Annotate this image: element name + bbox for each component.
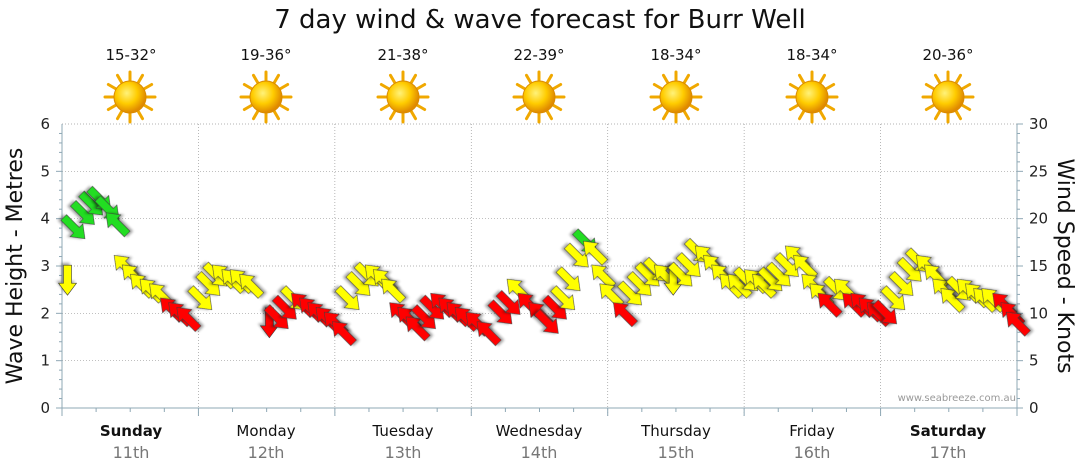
day-date: 15th	[658, 443, 695, 462]
temperature-range: 18-34°	[786, 46, 837, 64]
sun-icon	[785, 70, 839, 124]
day-forecast-4: 22-39°	[512, 46, 566, 124]
day-name: Friday	[789, 422, 835, 440]
temperature-range: 19-36°	[240, 46, 291, 64]
chart-title: 7 day wind & wave forecast for Burr Well	[274, 5, 806, 35]
axes	[56, 123, 1023, 416]
sun-icon	[649, 70, 703, 124]
day-forecast-2: 19-36°	[239, 46, 293, 124]
left-tick-label: 1	[40, 352, 50, 370]
wind-arrow	[60, 214, 86, 240]
sun-icon	[921, 70, 975, 124]
wind-arrow	[495, 290, 521, 315]
right-tick-label: 0	[1029, 399, 1039, 417]
sun-icon	[376, 70, 430, 124]
wind-arrow	[550, 285, 576, 311]
left-axis-title: Wave Height - Metres	[3, 148, 28, 385]
day-name: Monday	[236, 422, 295, 440]
wind-arrow	[888, 271, 914, 296]
right-tick-label: 10	[1029, 304, 1048, 322]
wind-arrow	[334, 285, 360, 311]
wind-arrow	[872, 299, 897, 325]
wind-arrow	[583, 240, 608, 266]
left-tick-label: 0	[40, 399, 50, 417]
right-axis-ticks: 0 5 10 15 20 25 30	[1029, 115, 1048, 417]
wind-arrows	[57, 185, 1031, 347]
wind-arrow	[176, 307, 202, 332]
wind-arrow	[880, 285, 906, 311]
left-tick-label: 4	[40, 210, 50, 228]
day-forecast-6: 18-34°	[785, 46, 839, 124]
wind-arrow	[817, 292, 843, 318]
temperature-range: 20-36°	[922, 46, 973, 64]
right-tick-label: 15	[1029, 257, 1048, 275]
wind-arrow	[187, 285, 213, 311]
left-tick-label: 2	[40, 304, 50, 322]
day-date: 11th	[113, 443, 150, 462]
sun-icon	[512, 70, 566, 124]
wind-arrow	[105, 212, 131, 238]
temperature-range: 15-32°	[105, 46, 156, 64]
plot-area: 0 1 2 3 4 5 6 0 5 10 15 20 25 30	[40, 115, 1048, 417]
day-date: 13th	[385, 443, 422, 462]
watermark: www.seabreeze.com.au	[898, 393, 1016, 404]
wind-arrow	[381, 278, 407, 304]
wind-arrow	[57, 264, 78, 296]
day-name: Saturday	[910, 422, 987, 440]
right-tick-label: 20	[1029, 210, 1048, 228]
sun-icon	[239, 70, 293, 124]
forecast-header: 15-32° 19-36° 21-38° 22-39° 18-34° 18-34…	[103, 46, 975, 124]
sun-icon	[103, 70, 157, 124]
wind-arrow	[533, 308, 559, 334]
wind-arrow	[555, 266, 581, 292]
temperature-range: 22-39°	[513, 46, 564, 64]
day-date: 12th	[248, 443, 285, 462]
wind-arrow	[1006, 311, 1031, 337]
day-forecast-3: 21-38°	[376, 46, 430, 124]
wind-arrow	[476, 321, 502, 347]
day-name: Wednesday	[496, 422, 583, 440]
left-tick-label: 5	[40, 162, 50, 180]
left-axis-ticks: 0 1 2 3 4 5 6	[40, 115, 50, 417]
left-tick-label: 3	[40, 257, 50, 275]
temperature-range: 21-38°	[377, 46, 428, 64]
day-labels: Sunday 11th Monday 12th Tuesday 13th Wed…	[100, 422, 987, 462]
temperature-range: 18-34°	[650, 46, 701, 64]
day-name: Sunday	[100, 422, 163, 440]
day-forecast-5: 18-34°	[649, 46, 703, 124]
day-date: 16th	[794, 443, 831, 462]
right-tick-label: 5	[1029, 352, 1039, 370]
right-tick-label: 25	[1029, 162, 1048, 180]
day-date: 14th	[521, 443, 558, 462]
wind-arrow	[332, 321, 357, 347]
right-axis-title: Wind Speed - Knots	[1052, 158, 1077, 373]
day-name: Tuesday	[371, 422, 433, 440]
left-tick-label: 6	[40, 115, 50, 133]
day-name: Thursday	[640, 422, 711, 440]
right-tick-label: 30	[1029, 115, 1048, 133]
day-date: 17th	[930, 443, 967, 462]
wind-arrow	[613, 302, 638, 328]
day-forecast-7: 20-36°	[921, 46, 975, 124]
day-forecast-1: 15-32°	[103, 46, 157, 124]
wind-arrow	[239, 273, 265, 299]
wind-arrow	[675, 252, 701, 277]
